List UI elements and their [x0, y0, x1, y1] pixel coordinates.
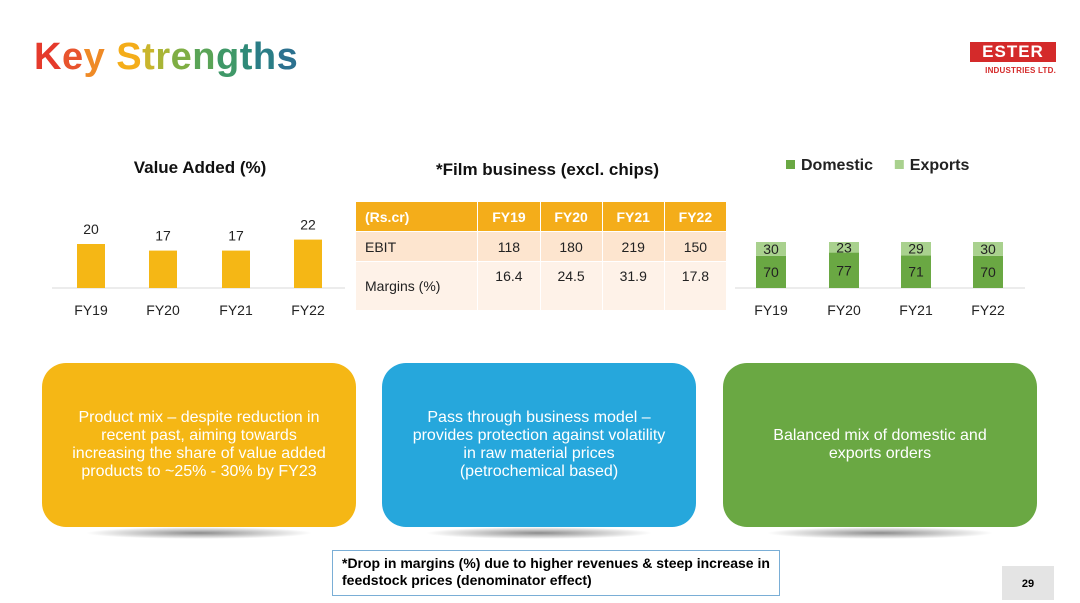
data-label: 23 [836, 239, 852, 255]
margin-footnote: *Drop in margins (%) due to higher reven… [332, 550, 780, 596]
row-label: Margins (%) [354, 261, 479, 311]
logo-subtitle: INDUSTRIES LTD. [985, 66, 1056, 75]
table-header-row: (Rs.cr) FY19 FY20 FY21 FY22 [354, 201, 728, 232]
stacked-bar-segment [756, 242, 786, 256]
row-label: EBIT [354, 231, 479, 262]
film-business-title: *Film business (excl. chips) [436, 160, 659, 179]
title-letter: e [61, 36, 84, 78]
film-business-table: (Rs.cr) FY19 FY20 FY21 FY22 EBIT 118 180… [354, 201, 728, 311]
bar [222, 250, 250, 288]
data-label: 29 [908, 241, 924, 257]
pass-through-card: Pass through business model – provides p… [382, 363, 696, 527]
title-letter: s [276, 36, 299, 78]
card-shadow [85, 527, 313, 539]
data-label: 30 [980, 241, 996, 257]
product-mix-card: Product mix – despite reduction in recen… [42, 363, 356, 527]
stacked-bar-segment [901, 242, 931, 256]
table-cell: 219 [601, 231, 665, 262]
tick-label: FY19 [74, 302, 108, 318]
bar [294, 239, 322, 288]
table-header-cell: FY21 [601, 201, 665, 232]
stacked-bar-segment [901, 255, 931, 288]
data-label: 70 [763, 264, 779, 280]
tick-label: FY22 [971, 302, 1005, 318]
table-header-cell: FY22 [663, 201, 728, 232]
legend-label: Domestic [801, 157, 873, 174]
legend-swatch [894, 160, 904, 169]
title-letter: S [116, 36, 143, 78]
tick-label: FY21 [899, 302, 933, 318]
domestic-exports-chart: Domestic Exports 70 30 FY19 77 23 FY20 71 29 FY21 7… [735, 157, 1025, 318]
title-letter: y [83, 36, 106, 78]
tick-label: FY21 [219, 302, 253, 318]
value-added-chart-title: Value Added (%) [133, 158, 267, 177]
table-cell: 31.9 [601, 261, 665, 311]
stacked-bar-segment [829, 252, 859, 288]
legend-swatch [786, 160, 795, 169]
bar [77, 244, 105, 288]
tick-label: FY19 [754, 302, 788, 318]
title-letter: r [155, 36, 171, 78]
card-text: Product mix – despite reduction in recen… [72, 409, 326, 480]
table-row: Margins (%) 16.4 24.5 31.9 17.8 [354, 261, 728, 311]
card-shadow [766, 527, 994, 539]
title-letter: h [252, 36, 277, 78]
card-text: Balanced mix of domestic and exports ord… [773, 427, 987, 462]
data-label: 17 [228, 228, 244, 244]
title-letter: K [34, 36, 62, 78]
data-label: 70 [980, 264, 996, 280]
title-letter: n [192, 36, 216, 78]
stacked-bar-segment [829, 242, 859, 253]
data-label: 30 [763, 241, 779, 257]
title-letter: t [239, 36, 253, 78]
tick-label: FY20 [827, 302, 861, 318]
balanced-mix-card: Balanced mix of domestic and exports ord… [723, 363, 1037, 527]
page-title: Key Strengths [34, 36, 298, 79]
value-added-chart: 20 FY19 17 FY20 17 FY21 22 FY22 [52, 217, 345, 318]
table-cell: 24.5 [539, 261, 603, 311]
table-cell: 150 [663, 231, 728, 262]
table-cell: 180 [539, 231, 603, 262]
logo-name: ESTER [970, 42, 1056, 62]
title-letter: g [215, 36, 240, 78]
stacked-bar-segment [756, 255, 786, 288]
table-header-cell: (Rs.cr) [354, 201, 479, 232]
tick-label: FY22 [291, 302, 325, 318]
bar [149, 250, 177, 288]
title-letter: t [142, 36, 156, 78]
tick-label: FY20 [146, 302, 180, 318]
table-header-cell: FY19 [477, 201, 541, 232]
company-logo: ESTER INDUSTRIES LTD. [970, 42, 1056, 75]
card-shadow [425, 527, 653, 539]
data-label: 77 [836, 262, 852, 278]
data-label: 22 [300, 217, 316, 233]
table-header-cell: FY20 [539, 201, 603, 232]
table-cell: 16.4 [477, 261, 541, 311]
table-row: EBIT 118 180 219 150 [354, 231, 728, 262]
stacked-bar-segment [973, 255, 1003, 288]
legend-label: Exports [910, 157, 970, 174]
card-text: Pass through business model – provides p… [412, 409, 666, 480]
table-cell: 17.8 [663, 261, 728, 311]
stacked-bar-segment [973, 242, 1003, 256]
data-label: 71 [908, 264, 924, 280]
title-letter: e [170, 36, 193, 78]
table-cell: 118 [477, 231, 541, 262]
data-label: 20 [83, 221, 99, 237]
data-label: 17 [155, 228, 171, 244]
page-number: 29 [1002, 566, 1054, 600]
